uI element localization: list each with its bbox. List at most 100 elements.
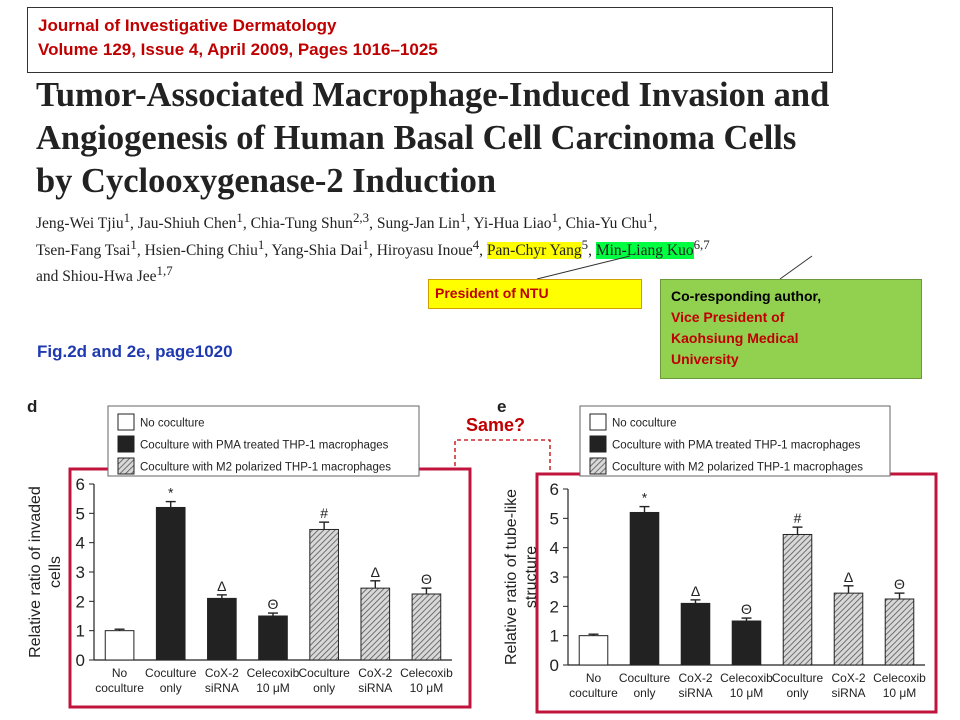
title-line-1: Tumor-Associated Macrophage-Induced Inva… (36, 76, 830, 114)
legend-box (579, 405, 891, 477)
bar (309, 528, 339, 661)
author-affiliation: 4 (472, 236, 480, 252)
author-line-3: and Shiou-Hwa Jee1,7 (36, 261, 946, 288)
bar (731, 620, 762, 666)
y-tick-label: 5 (76, 504, 85, 523)
y-tick-label: 2 (76, 592, 85, 611)
author-list: Jeng-Wei Tjiu1, Jau-Shiuh Chen1, Chia-Tu… (36, 208, 946, 288)
bar (155, 506, 186, 661)
author-affiliation: 5 (581, 236, 589, 252)
x-tick-label: CoX-2 (358, 666, 392, 680)
y-axis-label-line: Relative ratio of tube-like (503, 489, 520, 665)
legend-entry: Coculture with PMA treated THP-1 macroph… (140, 440, 389, 452)
author-name: , Yi-Hua Liao (466, 215, 552, 233)
x-tick-label: Coculture (145, 666, 197, 680)
author-name: , Hsien-Ching Chiu (136, 241, 258, 259)
x-tick-label: No (586, 671, 602, 685)
legend-swatch (589, 457, 607, 475)
y-tick-label: 4 (76, 534, 85, 553)
significance-mark: Δ (371, 564, 380, 580)
significance-mark: # (794, 510, 802, 526)
bar (411, 593, 442, 661)
y-tick-label: 3 (76, 563, 85, 582)
y-tick-label: 0 (550, 656, 559, 675)
legend-entry: Coculture with M2 polarized THP-1 macrop… (612, 462, 863, 474)
title-line-3: by Cyclooxygenase-2 Induction (36, 162, 497, 200)
x-tick-label: only (313, 681, 335, 695)
legend-swatch (117, 413, 135, 431)
x-tick-label: siRNA (358, 681, 392, 695)
connector-corresponding (779, 255, 813, 280)
significance-mark: Θ (421, 571, 432, 587)
highlighted-author-yellow: Pan-Chyr Yang (486, 241, 582, 259)
author-affiliation: 1 (123, 210, 131, 225)
bar (629, 511, 660, 666)
bar (680, 602, 711, 666)
bar (884, 598, 915, 666)
author-name: Tsen-Fang Tsai (36, 241, 131, 259)
y-tick-label: 0 (76, 651, 85, 670)
x-tick-label: coculture (569, 686, 618, 700)
legend-swatch (117, 457, 135, 475)
author-name: , Jau-Shiuh Chen (130, 215, 237, 233)
y-tick-label: 4 (550, 539, 559, 558)
author-line-1: Jeng-Wei Tjiu1, Jau-Shiuh Chen1, Chia-Tu… (36, 208, 946, 235)
x-tick-label: only (633, 686, 655, 700)
y-tick-label: 5 (550, 509, 559, 528)
x-tick-label: 10 μM (410, 681, 444, 695)
y-axis-label: Relative ratio of tube-like structure (503, 489, 540, 665)
y-axis-label-line: Relative ratio of invaded (27, 486, 44, 658)
legend-entry: Coculture with PMA treated THP-1 macroph… (612, 440, 861, 452)
note-line: Co-responding author, (671, 288, 822, 304)
legend-box (107, 405, 420, 477)
x-tick-label: Coculture (619, 671, 671, 685)
x-tick-label: No (112, 666, 128, 680)
legend-swatch (117, 435, 135, 453)
bar (578, 635, 609, 666)
x-tick-label: Coculture (298, 666, 350, 680)
legend-swatch (589, 413, 607, 431)
x-tick-label: Celecoxib (720, 671, 773, 685)
x-tick-label: CoX-2 (205, 666, 239, 680)
significance-mark: Δ (217, 578, 226, 594)
significance-mark: Δ (844, 569, 853, 585)
x-tick-label: 10 μM (883, 686, 917, 700)
significance-mark: * (168, 485, 174, 501)
x-tick-label: siRNA (205, 681, 239, 695)
note-line: Kaohsiung Medical (671, 330, 799, 346)
note-line: Vice President of (671, 309, 785, 325)
journal-issue: Volume 129, Issue 4, April 2009, Pages 1… (38, 40, 438, 59)
x-tick-label: only (786, 686, 808, 700)
connector-president (536, 255, 631, 280)
author-name: , Chia-Yu Chu (557, 215, 648, 233)
same-question-label: Same? (466, 415, 526, 435)
x-tick-label: siRNA (678, 686, 712, 700)
bar (360, 587, 391, 661)
legend-entry: Coculture with M2 polarized THP-1 macrop… (140, 462, 391, 474)
y-axis-label-line: cells (47, 556, 64, 588)
author-separator: , (479, 241, 487, 259)
x-tick-label: CoX-2 (678, 671, 712, 685)
author-affiliation: 2,3 (352, 210, 370, 225)
paper-title: Tumor-Associated Macrophage-Induced Inva… (36, 74, 946, 203)
note-line: University (671, 351, 739, 367)
x-tick-label: siRNA (831, 686, 865, 700)
x-tick-label: coculture (95, 681, 144, 695)
corresponding-author-note: Co-responding author, Vice President of … (660, 279, 922, 379)
x-tick-label: Celecoxib (247, 666, 300, 680)
author-affiliation: 1 (551, 210, 558, 225)
author-name: , Yang-Shia Dai (264, 241, 363, 259)
x-tick-label: 10 μM (730, 686, 764, 700)
figure-caption: Fig.2d and 2e, page1020 (37, 342, 233, 361)
author-affiliation: 1 (362, 236, 369, 252)
author-affiliation: 1 (257, 236, 265, 252)
bar-chart-e: No coculture Coculture with PMA treated T… (503, 405, 926, 700)
y-tick-label: 3 (550, 568, 559, 587)
title-line-2: Angiogenesis of Human Basal Cell Carcino… (36, 119, 797, 157)
author-name: Jeng-Wei Tjiu (36, 215, 124, 233)
y-tick-label: 6 (76, 475, 85, 494)
bar-chart-d: No coculture Coculture with PMA treated T… (27, 405, 453, 695)
same-bracket (454, 439, 551, 474)
bar (258, 615, 288, 661)
x-tick-label: Coculture (772, 671, 824, 685)
